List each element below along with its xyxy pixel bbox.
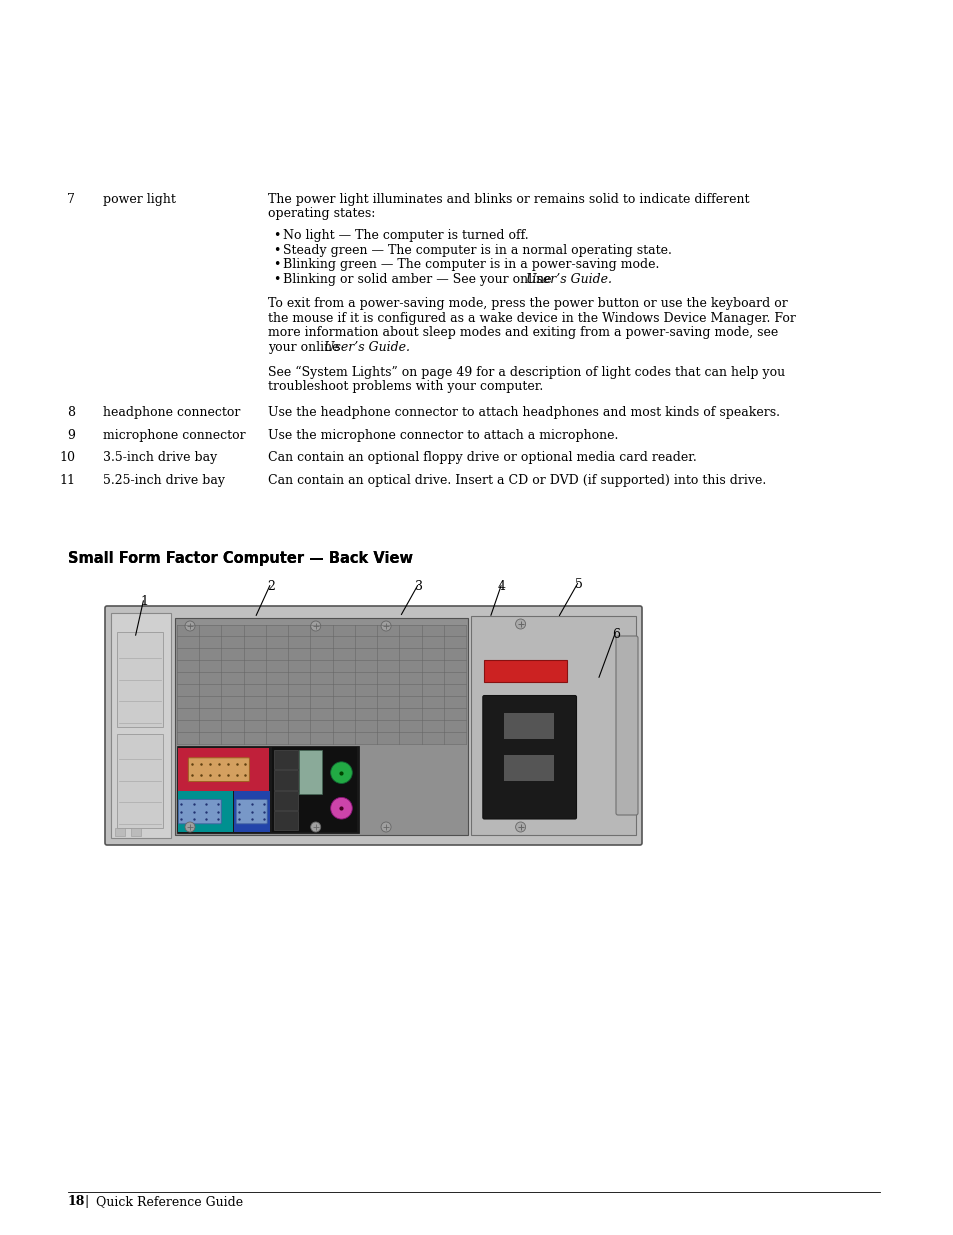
Text: •: • <box>273 273 280 285</box>
Text: headphone connector: headphone connector <box>103 406 240 419</box>
Text: 5: 5 <box>575 578 582 592</box>
Text: User’s Guide.: User’s Guide. <box>525 273 612 285</box>
Text: 4: 4 <box>497 580 505 593</box>
Text: 10: 10 <box>59 451 75 464</box>
Bar <box>111 613 171 839</box>
Bar <box>274 771 297 789</box>
FancyBboxPatch shape <box>482 695 576 819</box>
Circle shape <box>311 621 320 631</box>
Circle shape <box>380 823 391 832</box>
Bar <box>471 616 636 835</box>
Text: Quick Reference Guide: Quick Reference Guide <box>96 1195 243 1208</box>
Circle shape <box>185 621 194 631</box>
FancyBboxPatch shape <box>616 636 638 815</box>
Text: 3: 3 <box>415 580 422 593</box>
Text: Use the headphone connector to attach headphones and most kinds of speakers.: Use the headphone connector to attach he… <box>268 406 780 419</box>
Text: 7: 7 <box>67 193 75 206</box>
Text: User’s Guide.: User’s Guide. <box>324 341 410 354</box>
Circle shape <box>515 619 525 629</box>
Text: 5.25-inch drive bay: 5.25-inch drive bay <box>103 473 225 487</box>
FancyBboxPatch shape <box>236 799 267 824</box>
Text: 3.5-inch drive bay: 3.5-inch drive bay <box>103 451 217 464</box>
Text: Can contain an optical drive. Insert a CD or DVD (if supported) into this drive.: Can contain an optical drive. Insert a C… <box>268 473 765 487</box>
Bar <box>326 747 356 832</box>
Text: Steady green — The computer is in a normal operating state.: Steady green — The computer is in a norm… <box>283 243 671 257</box>
Text: No light — The computer is turned off.: No light — The computer is turned off. <box>283 230 528 242</box>
Text: microphone connector: microphone connector <box>103 429 245 442</box>
Text: your online: your online <box>268 341 343 354</box>
Circle shape <box>331 762 352 783</box>
Bar <box>178 792 233 832</box>
Text: Blinking green — The computer is in a power-saving mode.: Blinking green — The computer is in a po… <box>283 258 659 272</box>
Text: 8: 8 <box>67 406 75 419</box>
Bar <box>298 750 321 794</box>
Bar <box>484 659 566 682</box>
Text: 9: 9 <box>67 429 75 442</box>
Text: •: • <box>273 258 280 272</box>
Text: The power light illuminates and blinks or remains solid to indicate different: The power light illuminates and blinks o… <box>268 193 749 206</box>
Text: 1: 1 <box>140 595 148 608</box>
Bar <box>504 713 554 740</box>
FancyBboxPatch shape <box>105 606 641 845</box>
Bar <box>274 750 297 769</box>
Bar <box>131 827 141 836</box>
Text: operating states:: operating states: <box>268 207 375 221</box>
Text: power light: power light <box>103 193 175 206</box>
Circle shape <box>185 823 194 832</box>
Text: the mouse if it is configured as a wake device in the Windows Device Manager. Fo: the mouse if it is configured as a wake … <box>268 312 795 325</box>
Bar <box>272 747 326 832</box>
Bar <box>117 632 163 726</box>
Text: Use the microphone connector to attach a microphone.: Use the microphone connector to attach a… <box>268 429 618 442</box>
Bar <box>504 755 554 782</box>
Circle shape <box>380 621 391 631</box>
Text: Small Form Factor Computer — Back View: Small Form Factor Computer — Back View <box>68 551 413 566</box>
FancyBboxPatch shape <box>188 758 249 782</box>
Bar <box>274 790 297 810</box>
Text: |: | <box>84 1195 89 1208</box>
Text: Small Form Factor Computer — Back View: Small Form Factor Computer — Back View <box>68 551 413 566</box>
Bar <box>233 792 270 832</box>
Circle shape <box>331 798 352 819</box>
Text: To exit from a power-saving mode, press the power button or use the keyboard or: To exit from a power-saving mode, press … <box>268 298 787 310</box>
Text: See “System Lights” on page 49 for a description of light codes that can help yo: See “System Lights” on page 49 for a des… <box>268 366 784 379</box>
Bar <box>274 811 297 830</box>
Bar <box>117 734 163 827</box>
Text: more information about sleep modes and exiting from a power-saving mode, see: more information about sleep modes and e… <box>268 326 778 340</box>
Text: •: • <box>273 230 280 242</box>
Text: 11: 11 <box>59 473 75 487</box>
Text: Blinking or solid amber — See your online: Blinking or solid amber — See your onlin… <box>283 273 555 285</box>
Text: •: • <box>273 243 280 257</box>
Bar <box>177 746 358 832</box>
Text: 2: 2 <box>267 580 274 593</box>
FancyBboxPatch shape <box>178 799 221 824</box>
Bar <box>178 748 269 792</box>
Text: troubleshoot problems with your computer.: troubleshoot problems with your computer… <box>268 380 542 393</box>
Circle shape <box>515 823 525 832</box>
Text: Can contain an optional floppy drive or optional media card reader.: Can contain an optional floppy drive or … <box>268 451 696 464</box>
Text: 6: 6 <box>612 629 619 641</box>
Bar <box>174 618 468 835</box>
Bar <box>177 625 466 743</box>
Text: 18: 18 <box>68 1195 85 1208</box>
Bar <box>115 827 125 836</box>
Circle shape <box>311 823 320 832</box>
